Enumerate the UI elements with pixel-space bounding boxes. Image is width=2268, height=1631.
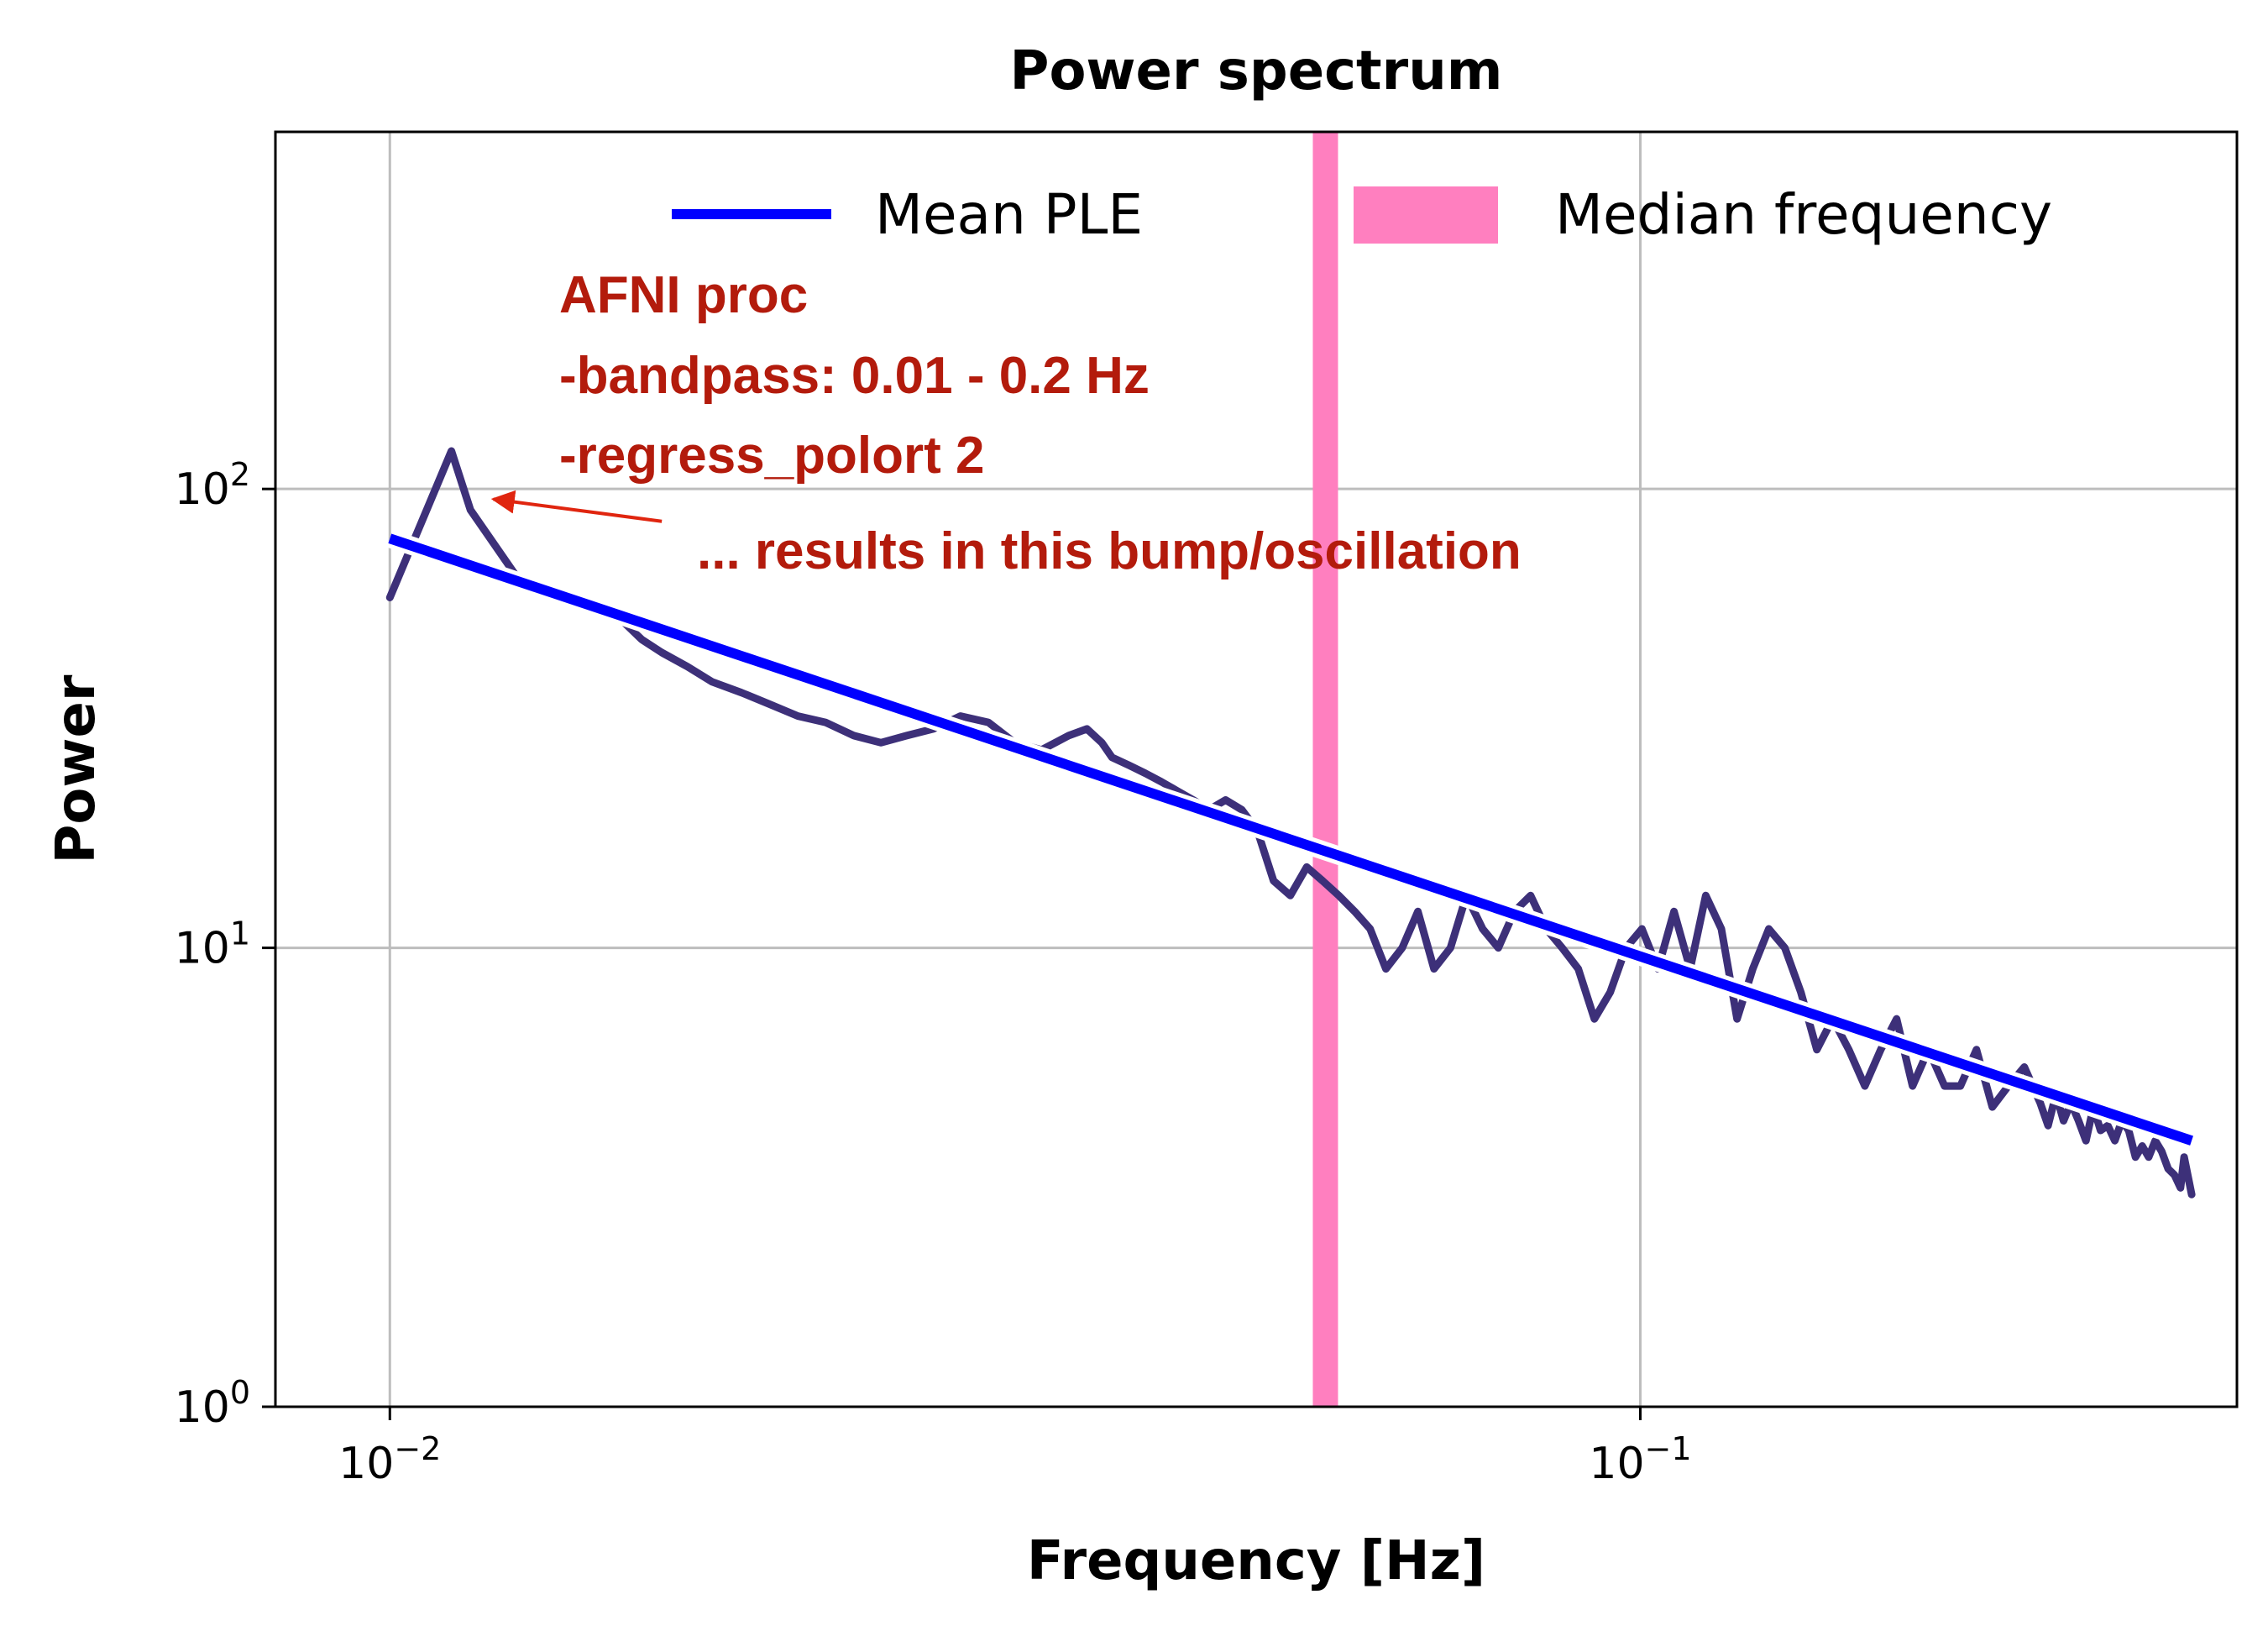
legend-mean-ple-label: Mean PLE: [875, 182, 1143, 247]
plot-frame: [274, 130, 2239, 1408]
chart-title: Power spectrum: [1010, 40, 1503, 102]
x-tick-label: 10−1: [1589, 1430, 1691, 1489]
legend-median-frequency-swatch: [1354, 186, 1498, 244]
grid: [275, 132, 2237, 1407]
y-axis-label: Power: [45, 674, 107, 863]
y-tick-label: 100: [175, 1374, 250, 1433]
annotation-line-3: -regress_polort 2: [559, 427, 985, 485]
legend: Mean PLE Median frequency: [672, 182, 2052, 247]
median-frequency-band: [1312, 132, 1338, 1407]
x-tick-label: 10−2: [338, 1430, 441, 1489]
annotation-arrow-text: ... results in this bump/oscillation: [697, 522, 1522, 580]
annotation-line-1: AFNI proc: [559, 266, 808, 324]
annotation: AFNI proc -bandpass: 0.01 - 0.2 Hz -regr…: [490, 266, 1522, 580]
annotation-arrow: [490, 490, 663, 523]
x-axis-label: Frequency [Hz]: [1027, 1530, 1485, 1592]
annotation-line-2: -bandpass: 0.01 - 0.2 Hz: [559, 347, 1150, 405]
legend-median-frequency-label: Median frequency: [1555, 182, 2052, 247]
mean-ple-fit-line: [388, 533, 2193, 1146]
x-axis-ticks: 10−2 10−1: [338, 1407, 1692, 1489]
